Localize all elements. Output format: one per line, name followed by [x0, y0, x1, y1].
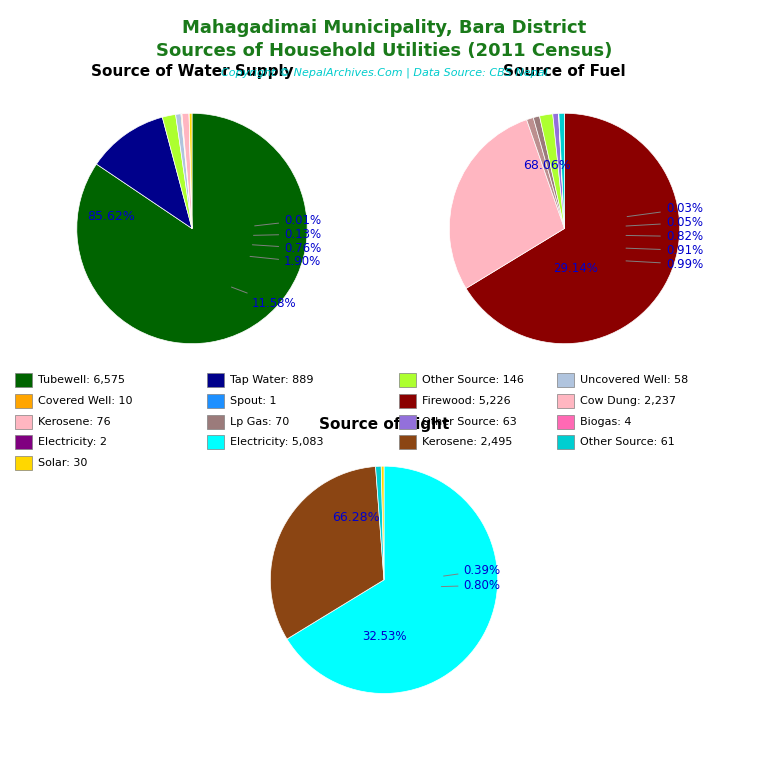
Text: Mahagadimai Municipality, Bara District: Mahagadimai Municipality, Bara District	[182, 19, 586, 37]
Text: Copyright © NepalArchives.Com | Data Source: CBS Nepal: Copyright © NepalArchives.Com | Data Sou…	[220, 68, 548, 78]
Wedge shape	[182, 114, 192, 229]
Wedge shape	[381, 466, 384, 580]
Text: Covered Well: 10: Covered Well: 10	[38, 396, 133, 406]
Title: Source of Light: Source of Light	[319, 418, 449, 432]
Text: 0.99%: 0.99%	[626, 257, 703, 270]
Wedge shape	[449, 120, 564, 289]
Text: Firewood: 5,226: Firewood: 5,226	[422, 396, 511, 406]
Text: 85.62%: 85.62%	[88, 210, 135, 223]
Text: Tap Water: 889: Tap Water: 889	[230, 375, 314, 386]
Text: Kerosene: 76: Kerosene: 76	[38, 416, 111, 427]
Wedge shape	[527, 118, 564, 229]
Wedge shape	[287, 466, 498, 694]
Text: Uncovered Well: 58: Uncovered Well: 58	[580, 375, 688, 386]
Wedge shape	[540, 114, 564, 229]
Text: 0.39%: 0.39%	[444, 564, 501, 578]
Text: 68.06%: 68.06%	[523, 159, 571, 171]
Wedge shape	[181, 114, 192, 229]
Text: 0.80%: 0.80%	[442, 579, 501, 592]
Wedge shape	[466, 113, 680, 344]
Text: Solar: 30: Solar: 30	[38, 458, 88, 468]
Text: Tubewell: 6,575: Tubewell: 6,575	[38, 375, 125, 386]
Text: 66.28%: 66.28%	[332, 511, 379, 524]
Text: Other Source: 61: Other Source: 61	[580, 437, 674, 448]
Wedge shape	[559, 113, 564, 229]
Wedge shape	[270, 466, 384, 639]
Text: Cow Dung: 2,237: Cow Dung: 2,237	[580, 396, 676, 406]
Wedge shape	[182, 114, 192, 229]
Text: 0.03%: 0.03%	[627, 202, 703, 217]
Text: 32.53%: 32.53%	[362, 631, 406, 643]
Text: 0.13%: 0.13%	[253, 227, 321, 240]
Text: 0.05%: 0.05%	[626, 216, 703, 229]
Title: Source of Fuel: Source of Fuel	[503, 65, 626, 79]
Text: 29.14%: 29.14%	[554, 263, 598, 275]
Wedge shape	[189, 114, 192, 229]
Wedge shape	[77, 113, 307, 343]
Text: Kerosene: 2,495: Kerosene: 2,495	[422, 437, 513, 448]
Text: 1.90%: 1.90%	[250, 255, 322, 268]
Text: Other Source: 146: Other Source: 146	[422, 375, 525, 386]
Text: Lp Gas: 70: Lp Gas: 70	[230, 416, 290, 427]
Text: 0.91%: 0.91%	[626, 243, 703, 257]
Text: Sources of Household Utilities (2011 Census): Sources of Household Utilities (2011 Cen…	[156, 42, 612, 60]
Text: 11.58%: 11.58%	[231, 287, 296, 310]
Text: 0.82%: 0.82%	[626, 230, 703, 243]
Text: Electricity: 2: Electricity: 2	[38, 437, 108, 448]
Wedge shape	[97, 118, 192, 229]
Wedge shape	[553, 114, 564, 229]
Text: Spout: 1: Spout: 1	[230, 396, 277, 406]
Text: 0.76%: 0.76%	[253, 241, 322, 254]
Wedge shape	[533, 116, 564, 229]
Wedge shape	[558, 114, 564, 229]
Text: Electricity: 5,083: Electricity: 5,083	[230, 437, 324, 448]
Text: 0.01%: 0.01%	[255, 214, 321, 227]
Wedge shape	[162, 114, 192, 229]
Title: Source of Water Supply: Source of Water Supply	[91, 65, 293, 79]
Wedge shape	[176, 114, 192, 229]
Text: Other Source: 63: Other Source: 63	[422, 416, 517, 427]
Wedge shape	[189, 113, 192, 229]
Text: Biogas: 4: Biogas: 4	[580, 416, 631, 427]
Wedge shape	[376, 466, 384, 580]
